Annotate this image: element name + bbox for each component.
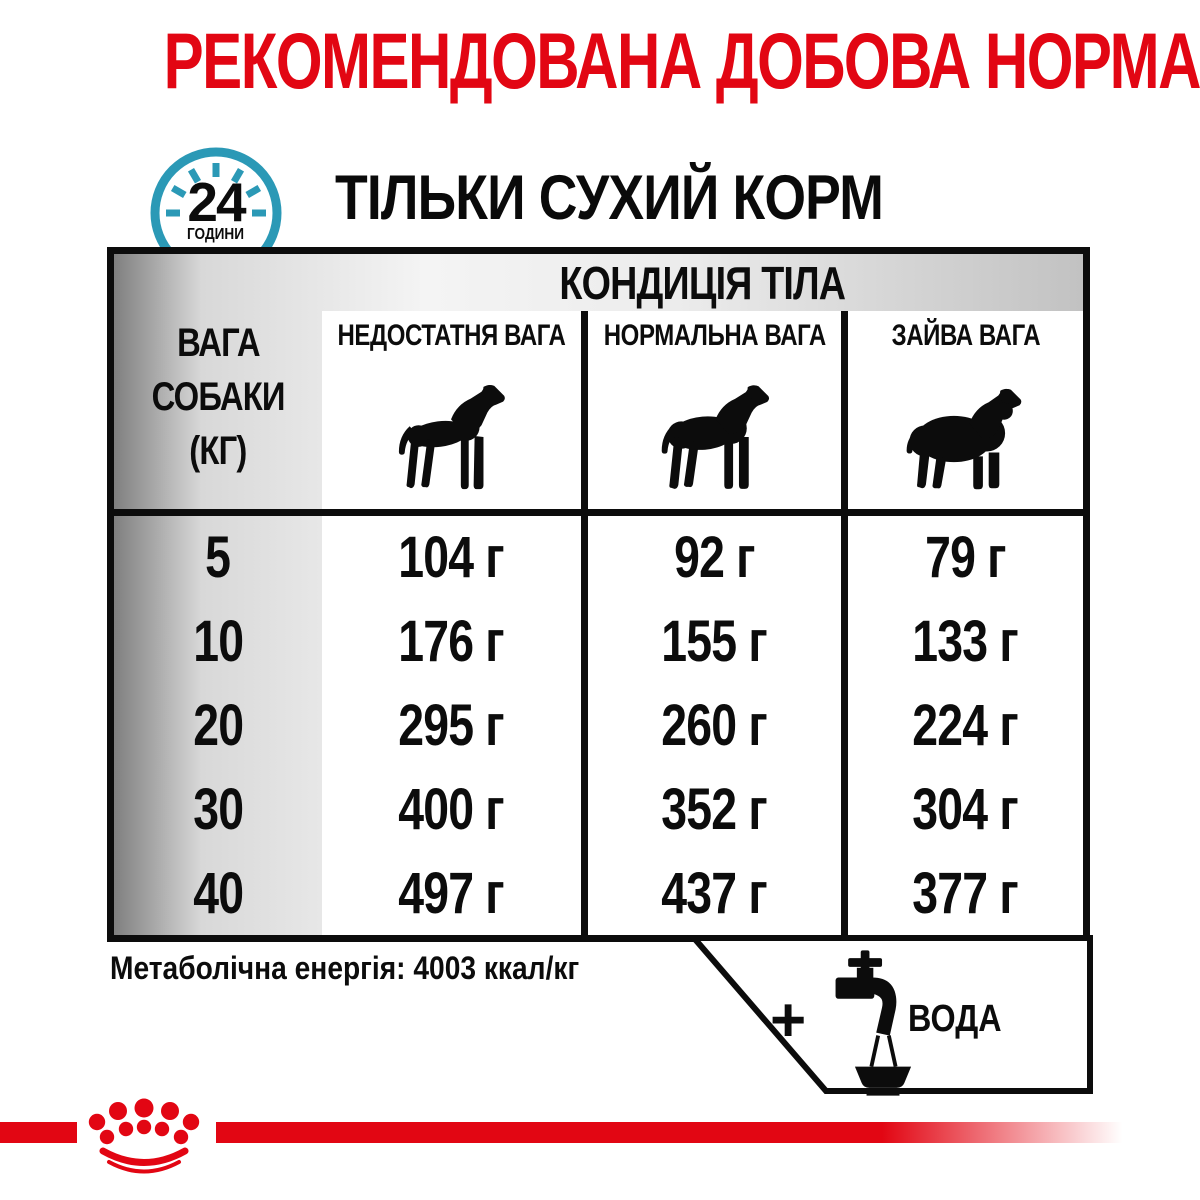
ration-cell: 92 г xyxy=(674,525,755,591)
ration-cell: 224 г xyxy=(912,692,1019,758)
column-header-overweight: ЗАЙВА ВАГА xyxy=(891,319,1040,352)
weight-cell: 5 xyxy=(205,525,231,591)
column-header-underweight: НЕДОСТАТНЯ ВАГА xyxy=(337,319,566,352)
weight-cell: 40 xyxy=(192,860,244,926)
brand-stripe-right xyxy=(216,1122,1141,1143)
clock-24h-icon xyxy=(150,147,282,279)
weight-cell: 10 xyxy=(192,609,244,675)
feeding-data-grid: 5 104 г 92 г 79 г 10 176 г 155 г 133 г 2… xyxy=(114,516,1083,935)
column-header-normal-weight: НОРМАЛЬНА ВАГА xyxy=(603,319,826,352)
column-divider-1 xyxy=(581,311,588,935)
weight-cell: 20 xyxy=(192,692,244,758)
plus-sign: + xyxy=(770,986,807,1055)
header-body-divider xyxy=(114,509,1083,516)
body-condition-header: КОНДИЦІЯ ТІЛА xyxy=(559,256,847,309)
ration-cell: 497 г xyxy=(398,860,505,926)
ration-cell: 352 г xyxy=(661,776,768,842)
normal-dog-icon xyxy=(588,362,841,504)
ration-cell: 104 г xyxy=(398,525,505,591)
ration-cell: 304 г xyxy=(912,776,1019,842)
royal-canin-crown-logo xyxy=(88,1098,200,1174)
weight-cell: 30 xyxy=(192,776,244,842)
brand-stripe-left xyxy=(0,1122,77,1143)
ration-cell: 133 г xyxy=(912,609,1019,675)
clock-caption: ГОДИНИ xyxy=(187,226,245,243)
ration-cell: 437 г xyxy=(661,860,768,926)
column-divider-2 xyxy=(841,311,848,935)
ration-cell: 176 г xyxy=(398,609,505,675)
water-label: ВОДА xyxy=(908,998,1002,1040)
thin-dog-icon xyxy=(322,362,581,504)
water-faucet-icon xyxy=(835,950,912,1096)
overweight-dog-icon xyxy=(848,362,1083,504)
ration-cell: 400 г xyxy=(398,776,505,842)
page-title-text: РЕКОМЕНДОВАНА ДОБОВА НОРМА xyxy=(163,16,1200,105)
ration-cell: 377 г xyxy=(912,860,1019,926)
ration-cell: 260 г xyxy=(661,692,768,758)
ration-cell: 79 г xyxy=(925,525,1006,591)
dry-food-subtitle: ТІЛЬКИ СУХИЙ КОРМ xyxy=(335,163,884,233)
feeding-table: КОНДИЦІЯ ТІЛА ВАГА СОБАКИ (КГ) НЕДОСТАТН… xyxy=(107,247,1090,942)
page-title: РЕКОМЕНДОВАНА ДОБОВА НОРМА xyxy=(0,16,1200,105)
weight-column-header: ВАГА СОБАКИ (КГ) xyxy=(151,321,285,473)
table-white-area xyxy=(322,311,1083,935)
ration-cell: 155 г xyxy=(661,609,768,675)
metabolic-energy-note: Метаболічна енергія: 4003 ккал/кг xyxy=(110,950,580,986)
clock-hours: 24 xyxy=(187,171,246,233)
ration-cell: 295 г xyxy=(398,692,505,758)
